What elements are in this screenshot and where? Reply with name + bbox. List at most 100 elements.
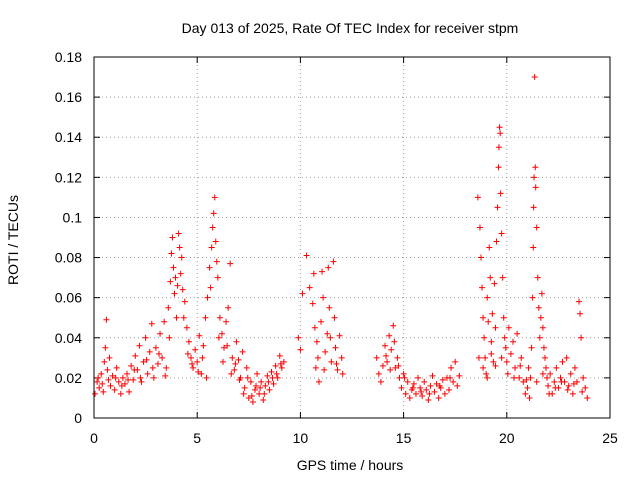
data-point [297,346,304,353]
data-point [576,298,583,305]
data-point [487,274,494,281]
data-point [206,264,213,271]
data-point [377,378,384,385]
data-point [330,258,337,265]
data-point [236,376,243,383]
data-point [313,338,320,345]
data-points [92,74,591,405]
data-point [159,354,166,361]
data-point [261,390,268,397]
y-tick-label: 0.1 [63,209,83,225]
data-point [402,390,409,397]
data-point [540,344,547,351]
data-point [336,332,343,339]
data-point [373,354,380,361]
data-point [441,390,448,397]
data-point [552,384,559,391]
data-point [379,362,386,369]
data-point [328,358,335,365]
data-point [241,384,248,391]
data-point [198,370,205,377]
data-point [188,354,195,361]
data-point [178,254,185,261]
data-point [491,280,498,287]
data-point [384,358,391,365]
data-point [148,320,155,327]
data-point [426,390,433,397]
data-point [383,352,390,359]
data-point [185,338,192,345]
data-point [273,370,280,377]
data-point [456,372,463,379]
data-point [225,304,232,311]
data-point [400,370,407,377]
data-point [398,384,405,391]
data-point [570,380,577,387]
data-point [196,332,203,339]
data-point [498,230,505,237]
data-point [175,230,182,237]
data-point [165,304,172,311]
x-tick-label: 25 [602,430,618,446]
data-point [580,374,587,381]
x-tick-label: 15 [396,430,412,446]
data-point [142,334,149,341]
data-point [545,382,552,389]
data-point [239,348,246,355]
data-point [327,334,334,341]
data-point [209,224,216,231]
data-point [509,338,516,345]
data-point [569,390,576,397]
data-point [102,344,109,351]
data-point [577,310,584,317]
data-point [150,374,157,381]
data-point [419,392,426,399]
data-point [392,364,399,371]
data-point [181,298,188,305]
data-point [523,376,530,383]
data-point [532,184,539,191]
data-point [497,190,504,197]
data-point [103,316,110,323]
data-point [152,344,159,351]
data-point [331,314,338,321]
data-point [276,352,283,359]
data-point [173,314,180,321]
data-point [476,224,483,231]
data-point [235,356,242,363]
data-point [117,390,124,397]
data-point [517,362,524,369]
data-point [421,378,428,385]
data-point [126,388,133,395]
data-point [431,388,438,395]
data-point [154,360,161,367]
data-point [503,358,510,365]
data-point [425,396,432,403]
data-point [557,374,564,381]
data-point [553,364,560,371]
data-point [551,378,558,385]
data-point [169,234,176,241]
data-point [203,374,210,381]
data-point [499,274,506,281]
data-point [130,376,137,383]
data-point [418,388,425,395]
grid-lines [94,57,610,418]
data-point [488,350,495,357]
data-point [395,362,402,369]
data-point [390,322,397,329]
data-point [539,370,546,377]
data-point [527,374,534,381]
data-point [270,380,277,387]
data-point [486,244,493,251]
data-point [448,364,455,371]
data-point [528,344,535,351]
data-point [118,382,125,389]
data-point [394,354,401,361]
data-point [530,204,537,211]
data-point [98,370,105,377]
data-point [233,338,240,345]
data-point [248,392,255,399]
data-point [322,348,329,355]
